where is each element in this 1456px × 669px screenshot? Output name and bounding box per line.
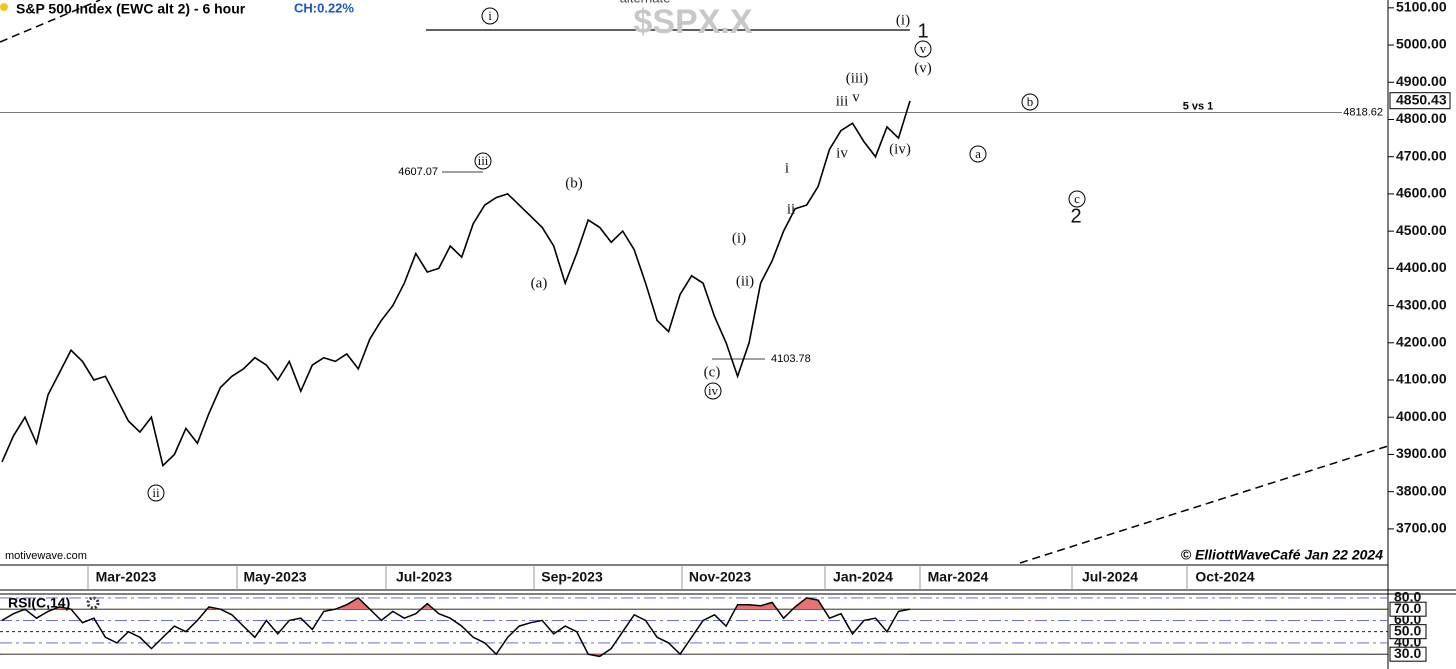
rsi-title: RSI(C,14) — [8, 595, 70, 611]
wave-label: (c) — [704, 364, 721, 380]
x-tick-label: May-2023 — [243, 569, 306, 585]
y-tick-label: 4200.00 — [1396, 333, 1447, 349]
y-tick-label: 3900.00 — [1396, 445, 1447, 461]
x-tick-label: Mar-2023 — [96, 569, 157, 585]
x-tick-label: Jul-2023 — [396, 569, 452, 585]
wave-label: i — [785, 160, 789, 176]
y-tick-label: 4600.00 — [1396, 185, 1447, 201]
wave-circle — [704, 382, 722, 400]
x-tick-label: Oct-2024 — [1195, 569, 1254, 585]
wave-label: (v) — [914, 60, 932, 76]
wave-label: ii — [152, 485, 160, 500]
wave-circle — [1068, 190, 1086, 208]
settings-icon[interactable] — [86, 596, 100, 610]
wave-label: (i) — [896, 12, 910, 28]
channel-line — [0, 0, 101, 43]
wave-label: v — [852, 89, 860, 105]
credit: © ElliottWaveCafé Jan 22 2024 — [1181, 547, 1383, 563]
rsi-line — [1, 596, 911, 658]
last-price-box — [1389, 92, 1451, 110]
wave-label: iii — [478, 153, 489, 168]
level-label: 4103.78 — [771, 353, 811, 365]
wave-label: iv — [708, 383, 719, 398]
wave-label: v — [920, 41, 927, 56]
wave-label: 1 — [917, 20, 928, 42]
chart-title: S&P 500 Index (EWC alt 2) - 6 hour — [16, 1, 246, 17]
wave-circle — [914, 40, 932, 58]
y-tick-label: 4100.00 — [1396, 371, 1447, 387]
watermark-caption: alternate — [620, 0, 671, 5]
wave-label: ii — [787, 201, 795, 217]
level-label: 4607.07 — [398, 166, 438, 178]
y-tick-label: 3700.00 — [1396, 520, 1447, 536]
x-tick-label: Jul-2024 — [1082, 569, 1138, 585]
wave-label: (iii) — [846, 70, 869, 86]
y-tick-label: 4900.00 — [1396, 73, 1447, 89]
reference-text: 5 vs 1 — [1183, 100, 1214, 112]
wave-label: b — [1027, 94, 1034, 109]
wave-circle — [474, 152, 492, 170]
x-tick-label: Mar-2024 — [928, 569, 989, 585]
y-tick-label: 4000.00 — [1396, 408, 1447, 424]
source: motivewave.com — [5, 550, 87, 562]
y-tick-label: 3800.00 — [1396, 482, 1447, 498]
wave-circle — [1021, 93, 1039, 111]
watermark: $SPX.X — [633, 3, 752, 41]
y-tick-label: 4300.00 — [1396, 296, 1447, 312]
y-tick-label: 4400.00 — [1396, 259, 1447, 275]
x-tick-label: Nov-2023 — [689, 569, 751, 585]
rsi-tick-box — [1389, 646, 1427, 662]
wave-label: iv — [836, 145, 848, 161]
wave-circle — [969, 145, 987, 163]
wave-label: (b) — [565, 175, 583, 191]
wave-circle — [147, 484, 165, 502]
overbought-fill — [53, 597, 824, 610]
wave-label: iii — [836, 93, 849, 109]
rsi-tick-label: 50.0 — [1394, 622, 1421, 638]
last-price: 4850.43 — [1396, 91, 1447, 107]
y-tick-label: 4800.00 — [1396, 110, 1447, 126]
wave-label: (iv) — [889, 141, 911, 157]
rsi-tick-box — [1389, 624, 1427, 640]
rsi-tick-box — [1389, 601, 1427, 617]
wave-label: 2 — [1070, 205, 1081, 227]
wave-label: (i) — [732, 230, 746, 246]
rsi-tick-label: 80.0 — [1394, 589, 1421, 605]
rsi-tick-label: 30.0 — [1394, 645, 1421, 661]
y-tick-label: 5000.00 — [1396, 36, 1447, 52]
y-tick-label: 5100.00 — [1396, 0, 1447, 15]
status-dot — [0, 3, 8, 11]
wave-label: (ii) — [736, 273, 754, 289]
wave-label: a — [975, 146, 981, 161]
wave-label: c — [1074, 191, 1080, 206]
wave-circle — [481, 7, 499, 25]
reference-value: 4818.62 — [1343, 106, 1383, 118]
price-line — [1, 100, 911, 468]
x-tick-label: Sep-2023 — [541, 569, 603, 585]
x-tick-label: Jan-2024 — [833, 569, 893, 585]
wave-label: i — [488, 8, 492, 23]
rsi-tick-label: 70.0 — [1394, 600, 1421, 616]
wave-label: (a) — [531, 275, 548, 291]
y-tick-label: 4500.00 — [1396, 222, 1447, 238]
change: CH:0.22% — [294, 0, 354, 15]
y-tick-label: 4700.00 — [1396, 147, 1447, 163]
